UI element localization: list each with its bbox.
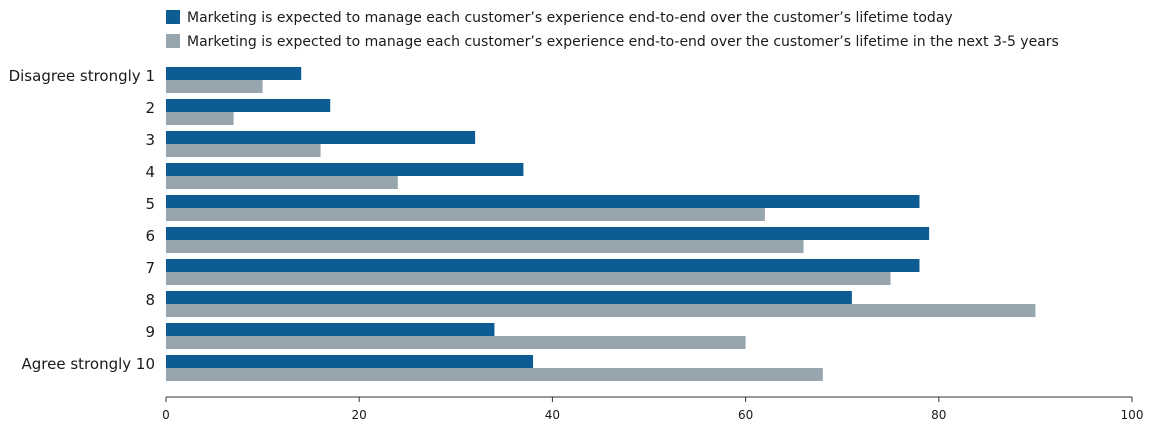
bar-series-1 (166, 131, 476, 144)
bar-series-1 (166, 99, 331, 112)
bar-series-2 (166, 176, 398, 189)
category-label: 3 (145, 131, 155, 149)
bar-series-2 (166, 144, 321, 157)
bar-series-1 (166, 259, 920, 272)
bar-series-2 (166, 336, 746, 349)
bar-series-1 (166, 227, 930, 240)
category-label: 4 (145, 163, 155, 181)
category-label: 7 (145, 259, 155, 277)
bar-series-1 (166, 67, 302, 80)
bars (166, 67, 1036, 381)
bar-series-2 (166, 304, 1036, 317)
legend: Marketing is expected to manage each cus… (166, 10, 1059, 50)
category-labels: Disagree strongly 1 2 3 4 5 6 7 8 9 Agree strongl… (9, 67, 155, 373)
legend-swatch-1 (166, 10, 180, 24)
x-tick-label: 60 (738, 408, 753, 422)
bar-series-1 (166, 323, 495, 336)
bar-series-1 (166, 195, 920, 208)
bar-series-1 (166, 291, 852, 304)
legend-label-1: Marketing is expected to manage each cus… (187, 10, 953, 26)
bar-series-2 (166, 240, 804, 253)
bar-series-2 (166, 368, 823, 381)
category-label: 8 (145, 291, 155, 309)
category-label: Agree strongly 10 (22, 355, 155, 373)
legend-label-2: Marketing is expected to manage each cus… (187, 34, 1059, 50)
bar-series-2 (166, 272, 891, 285)
bar-series-2 (166, 112, 234, 125)
x-axis: 0 20 40 60 80 100 (162, 396, 1144, 422)
x-tick-label: 0 (162, 408, 170, 422)
x-tick-label: 100 (1121, 408, 1144, 422)
x-tick-label: 40 (545, 408, 560, 422)
category-label: 5 (145, 195, 155, 213)
bar-series-2 (166, 208, 765, 221)
x-tick-label: 20 (352, 408, 367, 422)
category-label: 9 (145, 323, 155, 341)
bar-series-1 (166, 163, 524, 176)
bar-series-2 (166, 80, 263, 93)
category-label: 2 (145, 99, 155, 117)
x-tick-label: 80 (931, 408, 946, 422)
category-label: 6 (145, 227, 155, 245)
bar-series-1 (166, 355, 534, 368)
legend-swatch-2 (166, 34, 180, 48)
category-label: Disagree strongly 1 (9, 67, 155, 85)
